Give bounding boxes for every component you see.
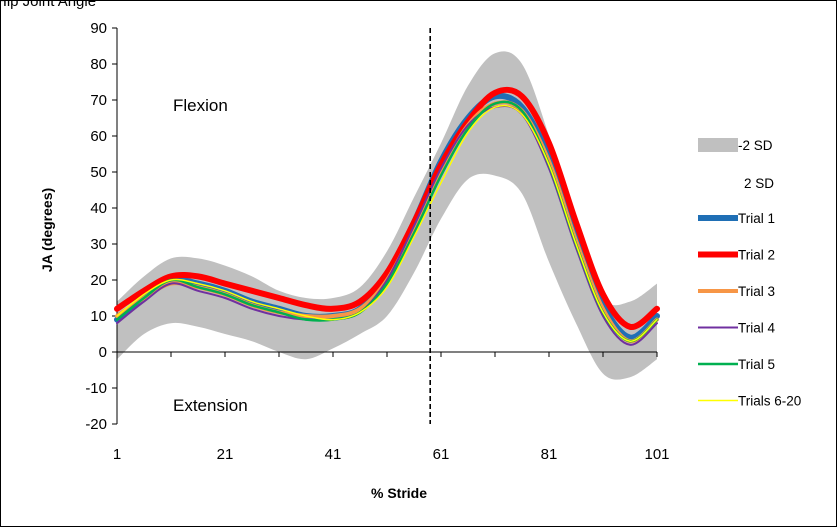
y-tick-label: -10 xyxy=(85,380,107,397)
y-tick-label: 40 xyxy=(90,200,107,217)
x-tick-label: 61 xyxy=(433,446,450,463)
y-tick-label: 90 xyxy=(90,20,107,37)
y-tick-label: 80 xyxy=(90,56,107,73)
legend-label: Trial 1 xyxy=(738,211,775,226)
x-tick-label: 1 xyxy=(113,446,121,463)
y-tick-label: 60 xyxy=(90,128,107,145)
y-tick-label: -20 xyxy=(85,416,107,433)
flexion-label: Flexion xyxy=(173,96,228,115)
legend-label: Trial 5 xyxy=(738,357,775,372)
x-tick-label: 21 xyxy=(217,446,234,463)
extension-label: Extension xyxy=(173,396,248,415)
legend: -2 SD 2 SD Trial 1 Trial 2 Trial 3 Trial 4 Tri… xyxy=(698,138,801,409)
x-tick-label: 101 xyxy=(644,446,669,463)
chart-caption: Hip Joint Angle xyxy=(0,0,96,10)
series-line-trial-2 xyxy=(114,86,660,330)
y-tick-label: 30 xyxy=(90,236,107,253)
x-axis-title: % Stride xyxy=(371,485,427,501)
x-tick-label: 41 xyxy=(325,446,342,463)
legend-label: Trial 3 xyxy=(738,284,775,299)
y-tick-label: 10 xyxy=(90,308,107,325)
sd-band xyxy=(117,51,657,380)
y-tick-label: 0 xyxy=(99,344,107,361)
y-tick-label: 20 xyxy=(90,272,107,289)
plot-area: -20 -10 0 10 20 30 40 50 60 70 80 90 1 21 41 61 81 101 xyxy=(85,20,669,463)
legend-label: 2 SD xyxy=(744,176,774,191)
series-line-trials-6-20 xyxy=(116,104,658,342)
y-tick-label: 70 xyxy=(90,92,107,109)
y-tick-label: 50 xyxy=(90,164,107,181)
x-tick-label: 81 xyxy=(541,446,558,463)
legend-label: Trial 2 xyxy=(738,248,775,263)
legend-label: Trial 4 xyxy=(738,321,775,336)
y-axis-title: JA (degrees) xyxy=(39,188,55,272)
legend-label: -2 SD xyxy=(738,138,773,153)
legend-label: Trials 6-20 xyxy=(738,394,801,409)
legend-swatch-band xyxy=(698,138,738,152)
